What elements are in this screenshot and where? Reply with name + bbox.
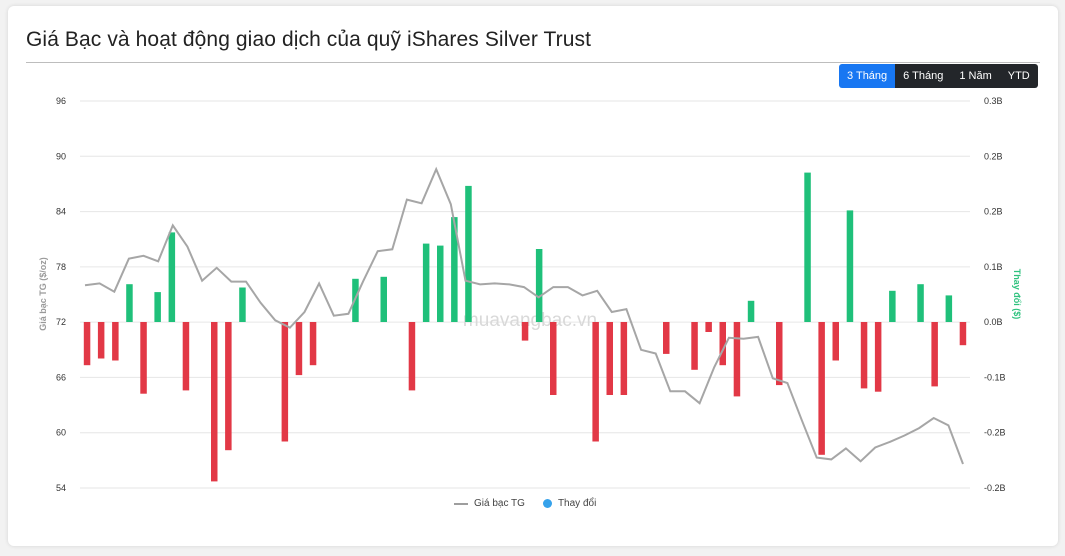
change-bar[interactable] [295,322,303,376]
legend-item-change[interactable]: Thay đổi [542,498,597,509]
change-bar[interactable] [154,292,161,322]
change-bar[interactable] [606,322,614,395]
right-tick-label: 0.1B [984,262,1003,272]
range-selector: 3 Tháng 6 Tháng 1 Năm YTD [839,64,1038,88]
change-bar[interactable] [281,322,289,442]
legend-label-price: Giá bạc TG [474,498,525,509]
change-bar[interactable] [422,243,430,322]
chart-title: Giá Bạc và hoạt động giao dịch của quỹ i… [26,28,592,51]
change-bar[interactable] [691,322,698,370]
change-bar[interactable] [663,322,670,354]
change-bar[interactable] [917,284,924,322]
change-bar[interactable] [620,322,628,395]
left-tick-label: 78 [56,262,66,272]
left-tick-label: 84 [56,207,66,217]
right-tick-label: -0.2B [984,428,1006,438]
right-tick-label: 0.2B [984,207,1003,217]
range-6-months-button[interactable]: 6 Tháng [895,64,952,88]
range-1-year-button[interactable]: 1 Năm [951,64,1000,88]
change-bars [83,172,967,482]
left-axis-label: Giá bạc TG ($/oz) [38,257,48,331]
price-line [84,166,964,465]
chart-legend: Giá bạc TG Thay đổi [454,498,596,509]
left-tick-label: 54 [56,483,66,493]
change-bar[interactable] [380,276,388,322]
legend-dot-swatch [542,499,552,508]
change-bar[interactable] [140,322,147,394]
change-bar[interactable] [889,290,896,322]
change-bar[interactable] [860,322,868,389]
change-bar[interactable] [126,284,133,322]
title-divider [26,62,1040,63]
range-3-months-button[interactable]: 3 Tháng [839,64,896,88]
change-bar[interactable] [719,322,727,366]
left-axis-ticks: 96 90 84 78 72 66 60 54 [56,96,66,493]
right-tick-label: 0.2B [984,151,1003,161]
left-tick-label: 72 [56,317,66,327]
change-bar[interactable] [535,249,543,322]
change-bar[interactable] [408,322,416,391]
change-bar[interactable] [592,322,599,442]
change-bar[interactable] [832,322,840,361]
left-tick-label: 90 [56,151,66,161]
watermark: muavangbac.vn [463,310,597,331]
change-bar[interactable] [550,322,557,395]
change-bar[interactable] [705,322,712,332]
change-bar[interactable] [747,300,755,322]
legend-line-swatch [454,502,468,505]
change-bar[interactable] [309,322,317,366]
right-tick-label: 0.3B [984,96,1003,106]
right-axis-ticks: 0.3B 0.2B 0.2B 0.1B 0.0B -0.1B -0.2B -0.2B [984,96,1006,493]
chart-card: Giá Bạc và hoạt động giao dịch của quỹ i… [8,6,1058,546]
change-bar[interactable] [818,322,825,455]
change-bar[interactable] [437,245,444,322]
change-bar[interactable] [874,322,882,392]
change-bar[interactable] [168,232,176,322]
change-bar[interactable] [112,322,119,361]
change-bar[interactable] [776,322,783,386]
legend-label-change: Thay đổi [557,498,597,509]
right-tick-label: -0.1B [984,372,1006,382]
change-bar[interactable] [733,322,741,397]
change-bar[interactable] [945,295,953,322]
right-tick-label: 0.0B [984,317,1003,327]
left-tick-label: 96 [56,96,66,106]
change-bar[interactable] [97,322,105,359]
left-tick-label: 66 [56,372,66,382]
change-bar[interactable] [521,322,529,341]
left-tick-label: 60 [56,428,66,438]
change-bar[interactable] [211,322,218,482]
change-bar[interactable] [846,210,854,322]
change-bar[interactable] [804,172,811,322]
change-bar[interactable] [182,322,190,391]
change-bar[interactable] [239,287,246,323]
change-bar[interactable] [83,322,91,366]
legend-item-price[interactable]: Giá bạc TG [454,498,525,509]
change-bar[interactable] [959,322,967,346]
change-bar[interactable] [451,217,458,322]
right-axis-label: Thay đổi ($) [1012,269,1022,320]
right-tick-label: -0.2B [984,483,1006,493]
range-ytd-button[interactable]: YTD [999,64,1038,88]
change-bar[interactable] [931,322,938,387]
change-bar[interactable] [225,322,232,451]
change-bar[interactable] [465,185,472,322]
